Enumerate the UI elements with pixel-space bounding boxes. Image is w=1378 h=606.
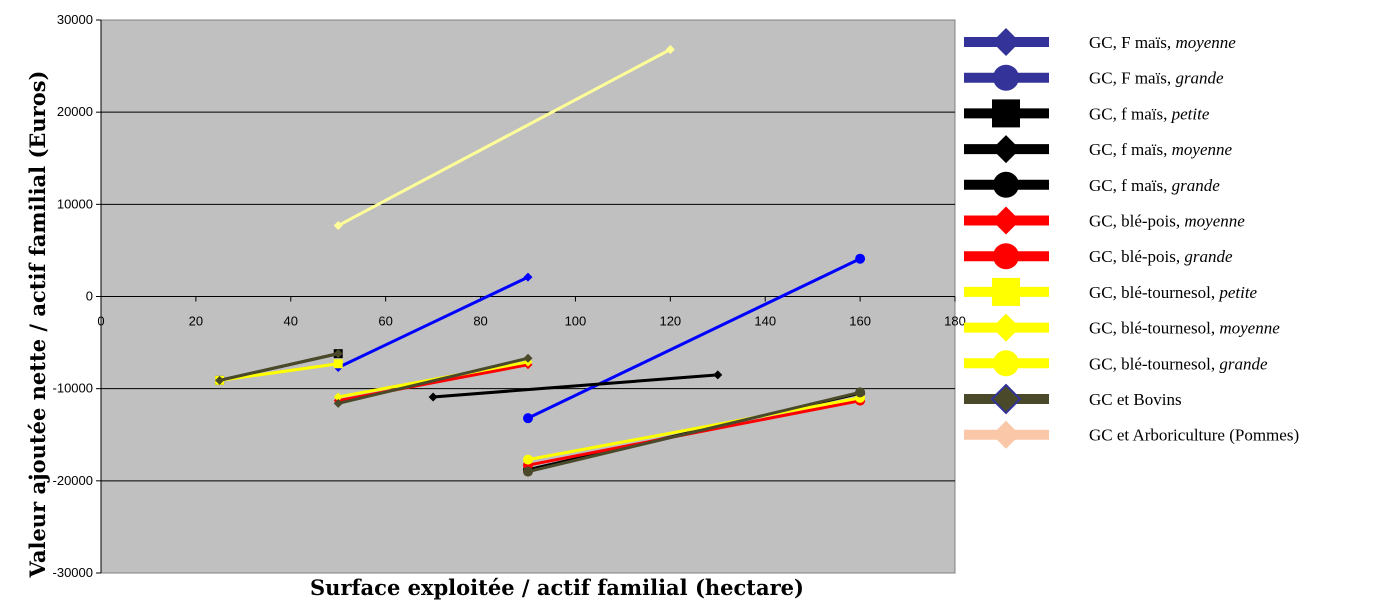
series-line [527, 257, 861, 420]
data-point [523, 454, 533, 465]
legend-marker [993, 350, 1019, 377]
legend-marker [992, 313, 1020, 342]
x-axis-title: Surface exploitée / actif familial (hect… [310, 575, 804, 600]
data-point [215, 375, 225, 385]
legend-marker [992, 420, 1020, 449]
legend-marker [993, 64, 1019, 91]
axes: 30000 20000 10000 0 -10000 -20000 -30000 0 20 40 6… [53, 12, 966, 580]
legend-marker [993, 243, 1019, 270]
legend-item: GC, F maïs, grande [964, 64, 1224, 91]
legend-item: GC, blé-tournesol, moyenne [964, 313, 1280, 342]
series-line [337, 48, 672, 227]
legend-item: GC, f maïs, moyenne [964, 135, 1233, 164]
legend-item: GC, blé-pois, moyenne [964, 206, 1245, 235]
legend-label: GC, blé-tournesol, grande [1089, 354, 1268, 373]
series-line [527, 396, 861, 462]
y-tick-label: -20000 [53, 473, 93, 488]
legend-item: GC, blé-tournesol, petite [964, 277, 1258, 306]
data-point [855, 253, 866, 264]
y-tick-label: 30000 [57, 12, 93, 27]
y-axis-title: Valeur ajoutée nette / actif familial (E… [25, 71, 50, 579]
legend-item: GC, F maïs, moyenne [964, 28, 1236, 56]
legend-label: GC, f maïs, grande [1089, 176, 1220, 195]
data-point [333, 359, 343, 369]
series-line [219, 352, 339, 382]
data-point [333, 221, 343, 231]
data-point [523, 466, 533, 477]
series-10 [215, 349, 343, 385]
y-tick-label: -30000 [53, 565, 93, 580]
x-tick-label: 40 [284, 314, 298, 329]
legend-label: GC, blé-pois, moyenne [1089, 212, 1245, 231]
legend-item: GC, f maïs, grande [964, 171, 1220, 198]
data-point [428, 392, 438, 402]
data-point [523, 413, 533, 424]
x-tick-label: 0 [97, 314, 104, 329]
legend-label: GC, f maïs, petite [1089, 104, 1210, 123]
legend-marker [992, 277, 1020, 306]
legend-item: GC, f maïs, petite [964, 99, 1210, 128]
data-point [665, 44, 675, 54]
x-tick-label: 100 [565, 314, 587, 329]
legend-label: GC et Bovins [1089, 390, 1182, 409]
x-tick-label: 20 [189, 314, 203, 329]
series-line [432, 373, 718, 399]
series-3 [428, 370, 723, 402]
legend-label: GC et Arboriculture (Pommes) [1089, 426, 1299, 445]
series-line [527, 390, 861, 474]
series-12 [523, 387, 866, 477]
legend-marker [990, 383, 1022, 415]
x-tick-label: 120 [659, 314, 681, 329]
x-tick-label: 60 [378, 314, 392, 329]
legend-label: GC, F maïs, moyenne [1089, 33, 1236, 52]
legend-marker [992, 135, 1020, 164]
legend-label: GC, f maïs, moyenne [1089, 140, 1233, 159]
data-point [713, 370, 723, 380]
legend-marker [992, 206, 1020, 235]
legend-marker [992, 99, 1020, 128]
legend-item: GC, blé-pois, grande [964, 243, 1233, 270]
legend-marker [993, 171, 1019, 198]
y-tick-label: 20000 [57, 104, 93, 119]
data-point [333, 349, 343, 359]
series-13 [333, 44, 675, 231]
series-layer [215, 44, 866, 477]
legend-label: GC, blé-pois, grande [1089, 247, 1233, 266]
legend-marker [992, 28, 1020, 56]
x-tick-label: 140 [754, 314, 776, 329]
data-point [523, 272, 533, 282]
series-1 [523, 253, 866, 424]
series-line [219, 362, 339, 382]
y-tick-label: -10000 [53, 381, 93, 396]
legend-label: GC, blé-tournesol, moyenne [1089, 319, 1280, 338]
data-point [333, 392, 343, 402]
series-line [337, 356, 529, 405]
legend: GC, F maïs, moyenne GC, F maïs, grande GC,… [964, 28, 1299, 449]
data-point [855, 387, 866, 398]
x-tick-label: 180 [944, 314, 966, 329]
y-tick-label: 0 [86, 289, 93, 304]
series-line [337, 275, 529, 369]
legend-item: GC et Bovins [964, 383, 1182, 415]
y-tick-label: 10000 [57, 196, 93, 211]
x-tick-label: 160 [849, 314, 871, 329]
legend-label: GC, F maïs, grande [1089, 69, 1224, 88]
x-tick-label: 80 [473, 314, 487, 329]
legend-item: GC, blé-tournesol, grande [964, 350, 1268, 377]
legend-item: GC et Arboriculture (Pommes) [964, 420, 1299, 449]
data-point [333, 398, 343, 408]
legend-label: GC, blé-tournesol, petite [1089, 283, 1258, 302]
series-11 [333, 353, 533, 408]
data-point [523, 353, 533, 363]
